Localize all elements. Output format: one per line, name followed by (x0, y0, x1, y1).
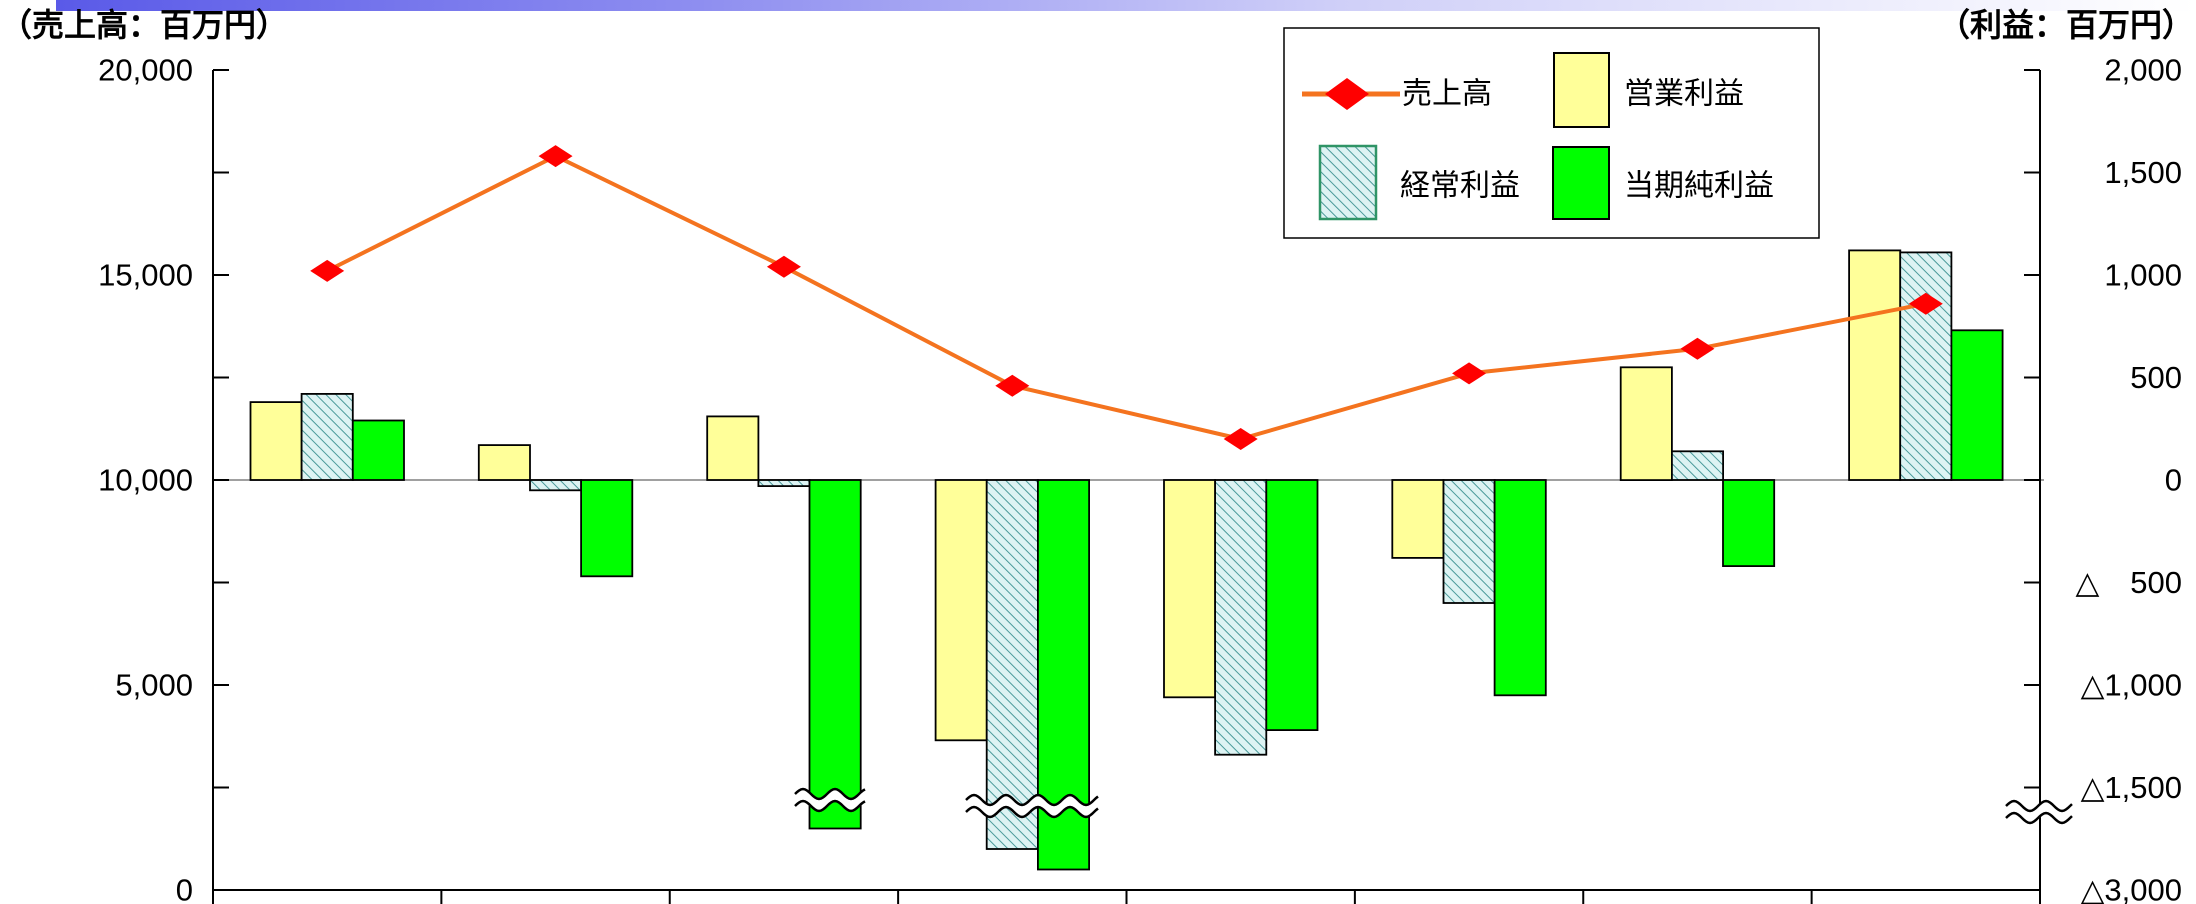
right-axis-tick-label: △ 500 (2075, 565, 2182, 600)
right-axis-tick-label: 0 (2165, 463, 2182, 498)
ordinary-profit-bar (757, 479, 811, 487)
sales-diamond-marker (310, 259, 345, 282)
legend-ordinary-profit-label: 経常利益 (1400, 170, 1520, 203)
right-axis-tick-label: 500 (2130, 360, 2182, 395)
legend-net-profit-swatch (1552, 146, 1610, 220)
legend-net-profit-label: 当期純利益 (1624, 170, 1774, 203)
right-axis-tick-label: 1,000 (2104, 258, 2182, 293)
left-axis-tick-label: 10,000 (98, 463, 193, 498)
right-axis-break-mark-gap (2002, 801, 2076, 823)
net-profit-bar (351, 419, 405, 481)
legend-item-sales: 売上高 (1302, 78, 1492, 111)
legend-operating-profit-swatch (1553, 52, 1610, 128)
net-profit-bar (1265, 479, 1319, 732)
legend-sales-diamond-marker (1325, 78, 1369, 110)
legend-ordinary-profit-swatch (1318, 144, 1378, 221)
right-axis-tick-label: △1,500 (2081, 770, 2182, 805)
right-axis-break-mark-upper-wave (2005, 799, 2073, 813)
legend-item-operating-profit: 営業利益 (1553, 52, 1744, 128)
net-profit-bar (1950, 329, 2004, 481)
net-profit-bar (580, 479, 634, 578)
right-axis-tick-label: 2,000 (2104, 53, 2182, 88)
sales-diamond-marker (766, 255, 801, 278)
bar-series-group (249, 249, 2004, 871)
sales-diamond-marker (1223, 428, 1258, 450)
legend-sales-label: 売上高 (1402, 78, 1492, 111)
left-axis-tick-label: 5,000 (115, 668, 193, 703)
legend-item-ordinary-profit: 経常利益 (1318, 144, 1520, 221)
left-axis-title: （売上高：百万円） (0, 7, 288, 43)
ordinary-profit-bar (300, 392, 354, 481)
bar-break-mark (962, 793, 1102, 819)
ordinary-profit-bar (529, 479, 583, 492)
left-axis-tick-label: 20,000 (98, 53, 193, 88)
right-axis-tick-label: △3,000 (2081, 873, 2182, 904)
legend-item-net-profit: 当期純利益 (1552, 146, 1774, 220)
operating-profit-bar (1391, 479, 1445, 559)
right-axis-tick-label: 1,500 (2104, 155, 2182, 190)
right-axis-tick-label: △1,000 (2081, 668, 2182, 703)
bar-break-mark-gap (962, 795, 1102, 817)
bar-break-mark-lower-wave (965, 805, 1099, 819)
sales-line (326, 154, 1927, 441)
axis-ticks-group: 20,000 15,000 10,000 5,000 0 2,000 1,500 1,000 5… (98, 53, 2182, 904)
header-gradient-bar (56, 0, 2196, 11)
operating-profit-bar (1163, 479, 1217, 699)
ordinary-profit-bar (1442, 479, 1496, 604)
sales-line-series (310, 145, 1943, 450)
bar-break-mark-upper-wave (965, 793, 1099, 807)
net-profit-bar (1722, 479, 1776, 567)
ordinary-profit-bar (1214, 479, 1268, 756)
net-profit-bar (808, 479, 862, 830)
net-profit-bar-break-mark-upper-wave (794, 787, 866, 801)
legend: 売上高 営業利益 経常利益 当期純利益 (1283, 27, 1820, 239)
right-axis-break-mark (2002, 799, 2076, 825)
sales-diamond-marker (1908, 292, 1943, 315)
operating-profit-bar (477, 444, 531, 481)
ordinary-profit-bar (1671, 450, 1725, 481)
left-axis-tick-label: 0 (176, 873, 193, 904)
operating-profit-bar (249, 401, 303, 481)
operating-profit-bar (706, 415, 760, 481)
net-profit-bar-break-mark (791, 787, 868, 813)
operating-profit-bar (1619, 366, 1673, 481)
operating-profit-bar (934, 479, 988, 742)
net-profit-bar-break-mark-lower-wave (794, 799, 866, 813)
net-profit-bar (1493, 479, 1547, 697)
sales-diamond-marker (1680, 337, 1715, 360)
sales-diamond-marker (1452, 362, 1487, 385)
net-profit-bar-break-mark-gap (791, 789, 868, 811)
left-axis-tick-label: 15,000 (98, 258, 193, 293)
operating-profit-bar (1848, 249, 1902, 481)
ordinary-profit-bar (1899, 251, 1953, 481)
right-axis-title: （利益：百万円） (1938, 7, 2194, 43)
right-axis-break-mark-lower-wave (2005, 811, 2073, 825)
sales-diamond-marker (995, 374, 1030, 397)
ordinary-profit-bar (985, 479, 1039, 850)
axis-break-marks (791, 787, 2076, 825)
legend-operating-profit-label: 営業利益 (1624, 78, 1744, 111)
sales-diamond-marker (538, 145, 573, 168)
